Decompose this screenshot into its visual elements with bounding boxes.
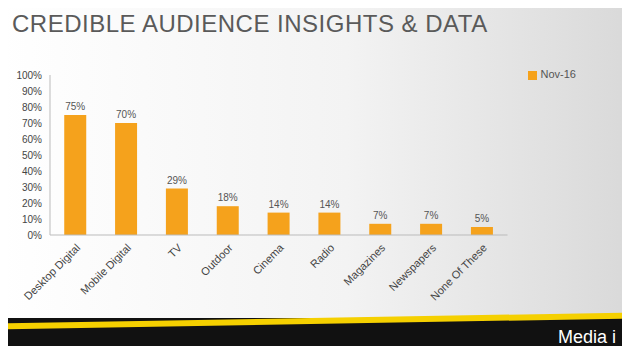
svg-text:0%: 0% [28,230,43,241]
svg-text:TV: TV [166,241,185,260]
svg-text:10%: 10% [22,214,42,225]
svg-text:60%: 60% [22,134,42,145]
svg-text:75%: 75% [65,101,85,112]
html-text:CREDIBLE AUDIENCE INSIGHTS & D: CREDIBLE AUDIENCE INSIGHTS & DATA [12,10,488,37]
svg-text:70%: 70% [22,118,42,129]
svg-text:Outdoor: Outdoor [198,241,235,278]
svg-text:14%: 14% [269,199,289,210]
svg-text:Magazines: Magazines [341,241,387,287]
svg-text:7%: 7% [424,210,439,221]
svg-text:20%: 20% [22,198,42,209]
svg-text:29%: 29% [167,175,187,186]
html-text:Media i: Media i [558,327,616,347]
svg-text:Newspapers: Newspapers [386,241,438,293]
svg-text:Mobile Digital: Mobile Digital [78,241,133,296]
svg-text:30%: 30% [22,182,42,193]
svg-text:Desktop Digital: Desktop Digital [22,241,83,302]
svg-text:18%: 18% [218,192,238,203]
svg-text:80%: 80% [22,102,42,113]
svg-text:50%: 50% [22,150,42,161]
html-text:Nov-16: Nov-16 [540,68,576,80]
svg-text:14%: 14% [319,199,339,210]
svg-text:None Of These: None Of These [428,241,489,302]
svg-text:90%: 90% [22,86,42,97]
svg-text:Cinema: Cinema [250,241,286,277]
svg-text:Radio: Radio [308,241,337,270]
svg-text:70%: 70% [116,109,136,120]
svg-text:5%: 5% [475,213,490,224]
svg-text:7%: 7% [373,210,388,221]
svg-text:100%: 100% [16,70,42,81]
svg-text:40%: 40% [22,166,42,177]
